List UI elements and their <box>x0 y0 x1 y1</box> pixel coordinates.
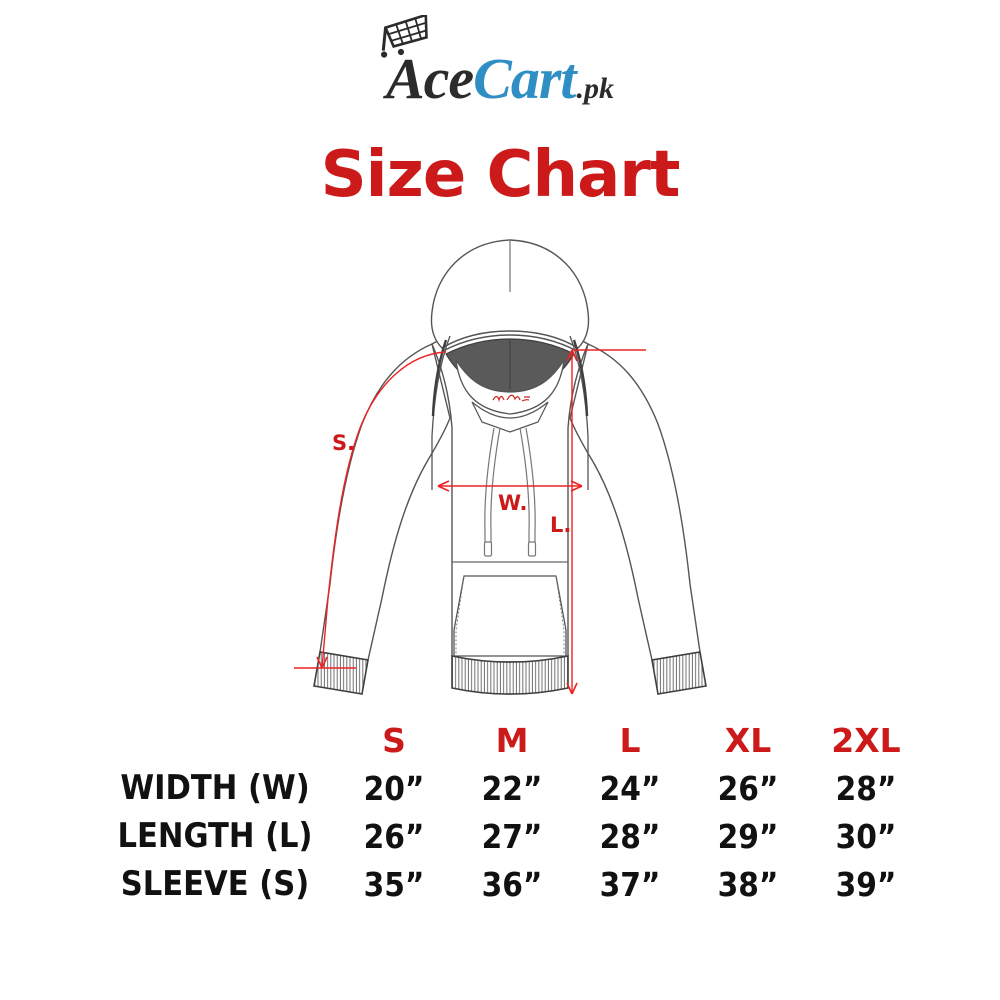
cell-width-m: 22” <box>481 768 543 808</box>
table-row: SLEEVE (S) 35” 36” 37” 38” 39” <box>95 860 925 908</box>
header-cell-m: M <box>495 720 529 760</box>
cell-width-xl: 26” <box>717 768 779 808</box>
brand-logo: Ace Cart .pk <box>0 14 1000 118</box>
chest-logo-mark <box>492 394 530 403</box>
table-row: WIDTH (W) 20” 22” 24” 26” 28” <box>95 764 925 812</box>
drawstrings <box>483 427 537 557</box>
cell-length-xl: 29” <box>717 816 779 856</box>
size-chart-table: S M L XL 2XL WIDTH (W) 20” 22” 24” 26” 2… <box>95 716 925 908</box>
logo-text-cart: Cart <box>473 45 576 111</box>
row-label-sleeve: SLEEVE (S) <box>120 864 310 904</box>
kangaroo-pocket <box>453 575 567 657</box>
cell-sleeve-m: 36” <box>481 864 543 904</box>
measure-length <box>566 349 646 695</box>
logo-text-ace: Ace <box>385 45 474 111</box>
armhole-shading <box>431 339 589 417</box>
row-label-width: WIDTH (W) <box>120 768 310 808</box>
cell-width-s: 20” <box>363 768 425 808</box>
collar <box>455 359 565 433</box>
cell-sleeve-s: 35” <box>363 864 425 904</box>
cuff-rib-left <box>313 651 369 695</box>
table-row: LENGTH (L) 26” 27” 28” 29” 30” <box>95 812 925 860</box>
shoulder-seams <box>431 335 589 490</box>
measure-label-sleeve: S. <box>332 431 355 455</box>
header-cell-s: S <box>382 720 406 760</box>
measure-label-length: L. <box>550 513 571 537</box>
hoodie-illustration: S. W. L. <box>294 239 707 695</box>
measure-label-width: W. <box>498 491 527 515</box>
cell-length-s: 26” <box>363 816 425 856</box>
hem-rib <box>451 655 569 695</box>
logo-text-tld: .pk <box>576 71 615 105</box>
cell-sleeve-xl: 38” <box>717 864 779 904</box>
cell-sleeve-l: 37” <box>599 864 661 904</box>
cell-length-l: 28” <box>599 816 661 856</box>
shopping-cart-icon <box>380 14 428 58</box>
row-label-length: LENGTH (L) <box>117 816 313 856</box>
cell-length-m: 27” <box>481 816 543 856</box>
cell-width-2xl: 28” <box>835 768 897 808</box>
cell-length-2xl: 30” <box>835 816 897 856</box>
table-header-row: S M L XL 2XL <box>95 716 925 764</box>
cell-sleeve-2xl: 39” <box>835 864 897 904</box>
page-title: Size Chart <box>320 138 681 212</box>
cell-width-l: 24” <box>599 768 661 808</box>
measure-sleeve <box>294 351 447 669</box>
cuff-rib-right <box>651 651 707 695</box>
header-cell-xl: XL <box>724 720 772 760</box>
hood <box>430 239 590 349</box>
header-cell-2xl: 2XL <box>831 720 901 760</box>
header-cell-blank <box>95 716 335 764</box>
measure-width <box>437 480 583 492</box>
header-cell-l: L <box>619 720 641 760</box>
